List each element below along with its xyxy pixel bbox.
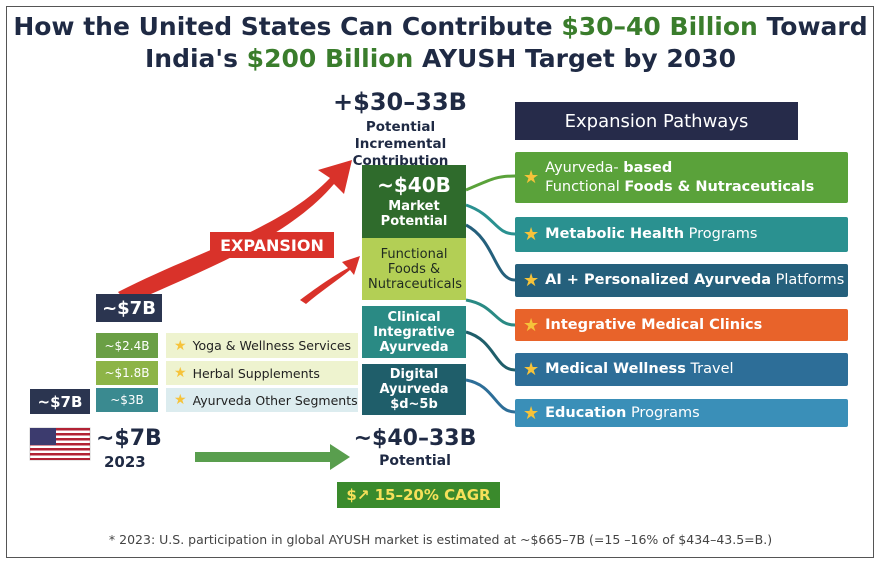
pathway-line: Education Programs (545, 404, 700, 423)
potential-value: ~$40–33B (353, 426, 477, 451)
title-segment: India's (144, 44, 238, 73)
growth-arrow (195, 444, 350, 470)
segment-label-text: Ayurveda Other Segments (192, 392, 358, 408)
block-value: $d~5b (390, 397, 438, 412)
year: 2023 (104, 453, 146, 471)
connectors (465, 174, 516, 414)
segment-value: ~$3B (96, 388, 158, 412)
segment-label: ★ Yoga & Wellness Services (166, 333, 358, 358)
pathway-line: Metabolic Health Programs (545, 225, 757, 244)
block-label: Digital Ayurveda (379, 367, 449, 397)
potential-block: Functional Foods & Nutraceuticals (362, 238, 466, 300)
block-label: Functional Foods & Nutraceuticals (368, 246, 462, 292)
block-label: Market Potential (380, 198, 448, 229)
block-value: ~$40B (377, 172, 451, 197)
pathway-text: Education Programs (545, 404, 700, 423)
title-segment: Toward (766, 12, 868, 41)
star: ★ (523, 359, 540, 380)
star: ★ (523, 167, 540, 188)
segment-value: ~$1.8B (96, 361, 158, 385)
segment-label-text: Herbal Supplements (192, 365, 320, 381)
pathway-part: based (623, 159, 673, 176)
pathway-part: Medical Wellness (545, 361, 686, 377)
title-segment: $200 Billion (246, 44, 414, 73)
star: ★ (174, 337, 187, 354)
incremental-label: Potential Incremental Contribution (352, 119, 449, 169)
star: ★ (523, 270, 540, 291)
pathway-part: Metabolic Health (545, 226, 685, 242)
pathways-header: Expansion Pathways (515, 102, 798, 140)
star: ★ (523, 224, 540, 245)
segment-label: ★ Herbal Supplements (166, 361, 358, 385)
cagr: $↗ 15–20% CAGR (337, 482, 500, 508)
potential-label: Potential (379, 453, 451, 469)
incremental-value: +$30–33B (333, 88, 467, 116)
pathway-part: Foods & Nutraceuticals (624, 178, 815, 195)
pathway-text: Metabolic Health Programs (545, 225, 757, 244)
pathway-line: Integrative Medical Clinics (545, 316, 762, 335)
pathway: ★ Medical Wellness Travel (515, 353, 848, 386)
title-line: How the United States Can Contribute $30… (0, 12, 881, 41)
pathway-line: Functional Foods & Nutraceuticals (545, 178, 814, 197)
footnote: * 2023: U.S. participation in global AYU… (108, 532, 773, 547)
pathway-part: Integrative Medical Clinics (545, 316, 763, 333)
pathway: ★ AI + Personalized Ayurveda Platforms (515, 264, 848, 297)
segment-row: ~$3B ★ Ayurveda Other Segments (96, 388, 358, 412)
star: ★ (523, 314, 540, 336)
potential-block: Clinical Integrative Ayurveda (362, 306, 466, 358)
pathway-text: Integrative Medical Clinics (545, 316, 762, 335)
pathway-part: Ayurveda- (545, 159, 619, 176)
frame (6, 6, 874, 558)
pathway-line: AI + Personalized Ayurveda Platforms (545, 271, 844, 290)
star: ★ (523, 402, 540, 424)
potential-block: ~$40B Market Potential (362, 165, 466, 238)
pathway: ★ Integrative Medical Clinics (515, 309, 848, 341)
pathway-part: Programs (688, 226, 758, 242)
small-arrow (300, 256, 360, 304)
pathway: ★ Metabolic Health Programs (515, 217, 848, 252)
current-total: ~$7B (96, 294, 162, 322)
pathway: ★ Ayurveda- based Functional Foods & Nutra… (515, 152, 848, 203)
pathway-part: Education (545, 404, 627, 421)
pathway-text: Medical Wellness Travel (545, 360, 733, 379)
pathway-text: AI + Personalized Ayurveda Platforms (545, 271, 844, 290)
flag-value: ~$7B (96, 426, 162, 451)
us-flag (29, 427, 91, 461)
pathway-line: Ayurveda- based (545, 159, 814, 178)
expansion-arrow (118, 160, 352, 304)
pathway: ★ Education Programs (515, 399, 848, 427)
title-segment: $30–40 Billion (561, 12, 758, 41)
star: ★ (174, 365, 187, 381)
pathway-part: Programs (630, 404, 700, 421)
title-line: India's $200 Billion AYUSH Target by 203… (0, 44, 881, 73)
segment-label-text: Yoga & Wellness Services (192, 338, 352, 353)
pathway-part: Platforms (775, 272, 845, 288)
pathway-line: Medical Wellness Travel (545, 360, 733, 379)
star: ★ (174, 392, 187, 408)
title-segment: How the United States Can Contribute (13, 12, 553, 41)
expansion-label: EXPANSION (210, 232, 334, 258)
pathway-part: Travel (690, 361, 734, 377)
segment-row: ~$1.8B ★ Herbal Supplements (96, 361, 358, 385)
potential-block: Digital Ayurveda $d~5b (362, 364, 466, 415)
block-label: Clinical Integrative Ayurveda (373, 309, 455, 355)
segment-label: ★ Ayurveda Other Segments (166, 388, 358, 412)
pathway-part: AI + Personalized Ayurveda (545, 272, 772, 288)
pathway-part: Functional (545, 178, 620, 195)
segment-value: ~$2.4B (96, 333, 158, 358)
title-segment: AYUSH Target by 2030 (421, 44, 736, 73)
pathway-text: Ayurveda- based Functional Foods & Nutrac… (545, 159, 814, 197)
segment-row: ~$2.4B ★ Yoga & Wellness Services (96, 333, 358, 358)
side-total: ~$7B (30, 389, 90, 414)
